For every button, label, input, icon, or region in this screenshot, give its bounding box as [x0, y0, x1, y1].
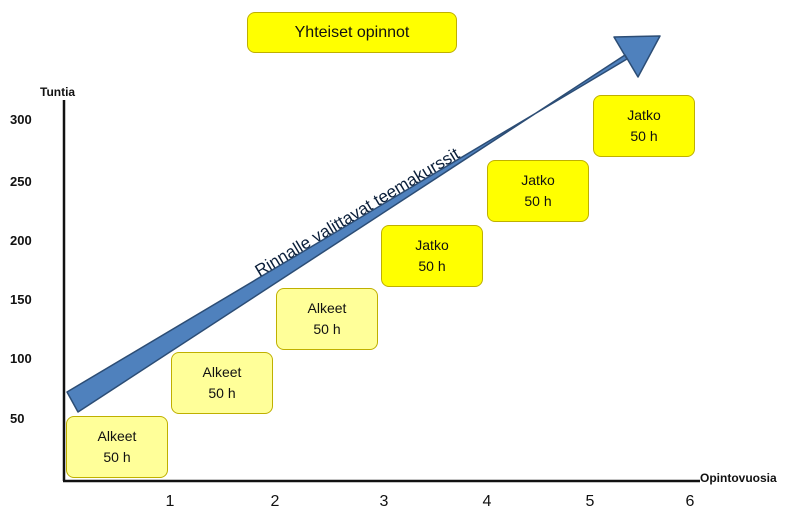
teemakurssit-arrow: [66, 35, 661, 413]
step-box-alkeet: Alkeet 50 h: [276, 288, 378, 350]
step-name: Jatko: [627, 107, 661, 123]
step-hours: 50 h: [524, 193, 552, 209]
step-box-jatko: Jatko 50 h: [487, 160, 589, 222]
y-tick-label: 50: [10, 411, 25, 426]
y-tick-label: 300: [10, 112, 32, 127]
x-tick-label: 4: [482, 493, 492, 510]
x-axis-label: Opintovuosia: [700, 471, 777, 485]
step-box-alkeet: Alkeet 50 h: [171, 352, 273, 414]
step-hours: 50 h: [208, 385, 236, 401]
step-box-jatko: Jatko 50 h: [593, 95, 695, 157]
step-name: Jatko: [521, 172, 555, 188]
x-tick-label: 5: [585, 493, 595, 510]
step-name: Alkeet: [202, 364, 242, 380]
y-tick-label: 150: [10, 292, 32, 307]
y-axis-label: Tuntia: [40, 85, 76, 99]
step-hours: 50 h: [630, 128, 658, 144]
step-hours: 50 h: [418, 258, 446, 274]
step-hours: 50 h: [313, 321, 341, 337]
yhteiset-opinnot-box: Yhteiset opinnot: [247, 12, 457, 53]
title-text: Yhteiset opinnot: [294, 23, 410, 41]
x-tick-label: 3: [379, 493, 389, 510]
step-name: Alkeet: [307, 300, 347, 316]
y-tick-label: 200: [10, 233, 32, 248]
x-tick-label: 1: [165, 493, 175, 510]
x-tick-label: 2: [270, 493, 280, 510]
y-tick-label: 100: [10, 351, 32, 366]
step-box-jatko: Jatko 50 h: [381, 225, 483, 287]
step-name: Alkeet: [97, 428, 137, 444]
x-tick-label: 6: [685, 493, 695, 510]
step-name: Jatko: [415, 237, 449, 253]
step-box-alkeet: Alkeet 50 h: [66, 416, 168, 478]
step-hours: 50 h: [103, 449, 131, 465]
y-tick-label: 250: [10, 174, 32, 189]
